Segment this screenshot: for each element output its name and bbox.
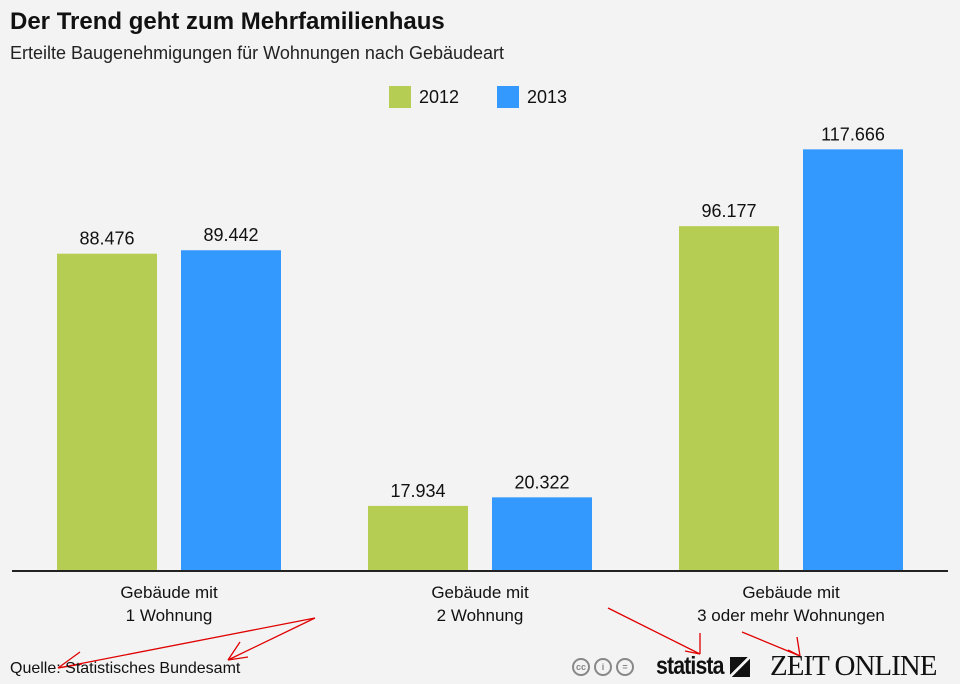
zeit-online-logo: ZEIT ONLINE: [770, 650, 937, 682]
red-arrow: [227, 617, 316, 661]
data-label: 89.442: [203, 225, 258, 245]
bar-2012-2: [679, 226, 779, 570]
legend-item-2012: 2012: [389, 86, 459, 108]
data-label: 20.322: [514, 472, 569, 492]
legend-label: 2012: [419, 86, 460, 107]
category-label: Gebäude mit: [120, 583, 218, 602]
red-arrowhead: [227, 656, 249, 661]
bar-2013-0: [181, 250, 281, 570]
by-icon: i: [594, 657, 612, 676]
legend-swatch-2012: [389, 86, 411, 108]
category-label: 2 Wohnung: [437, 606, 524, 625]
bar-2012-0: [57, 253, 157, 570]
legend-item-2013: 2013: [497, 86, 567, 108]
data-label: 17.934: [390, 481, 445, 501]
red-arrowhead: [57, 651, 81, 669]
red-arrow: [607, 607, 701, 655]
data-label: 117.666: [821, 124, 885, 144]
legend-label: 2013: [527, 86, 568, 107]
cc-icon: cc: [572, 657, 590, 676]
nd-icon: =: [616, 657, 634, 676]
red-arrowhead: [684, 650, 701, 655]
red-arrowhead: [796, 636, 801, 657]
red-arrowhead: [787, 649, 801, 657]
chart-subtitle: Erteilte Baugenehmigungen für Wohnungen …: [10, 43, 505, 63]
red-arrow: [741, 631, 801, 657]
data-label: 96.177: [701, 201, 756, 221]
category-label: Gebäude mit: [742, 583, 840, 602]
category-label: Gebäude mit: [431, 583, 529, 602]
source-note: Quelle: Statistisches Bundesamt: [10, 660, 241, 677]
bar-2013-1: [492, 497, 592, 570]
data-label: 88.476: [79, 229, 134, 249]
chart-title: Der Trend geht zum Mehrfamilienhaus: [10, 8, 445, 35]
statista-mark-icon: [729, 656, 750, 677]
red-arrow: [57, 617, 316, 669]
bar-2013-2: [803, 149, 903, 570]
footer-logos: cc i = statista: [572, 652, 750, 681]
bar-2012-1: [368, 505, 468, 570]
legend-swatch-2013: [497, 86, 519, 108]
red-arrowhead: [57, 663, 83, 669]
statista-logo: statista: [656, 652, 724, 680]
red-arrowhead: [227, 641, 241, 661]
category-label: 1 Wohnung: [126, 606, 213, 625]
category-label: 3 oder mehr Wohnungen: [697, 606, 885, 625]
